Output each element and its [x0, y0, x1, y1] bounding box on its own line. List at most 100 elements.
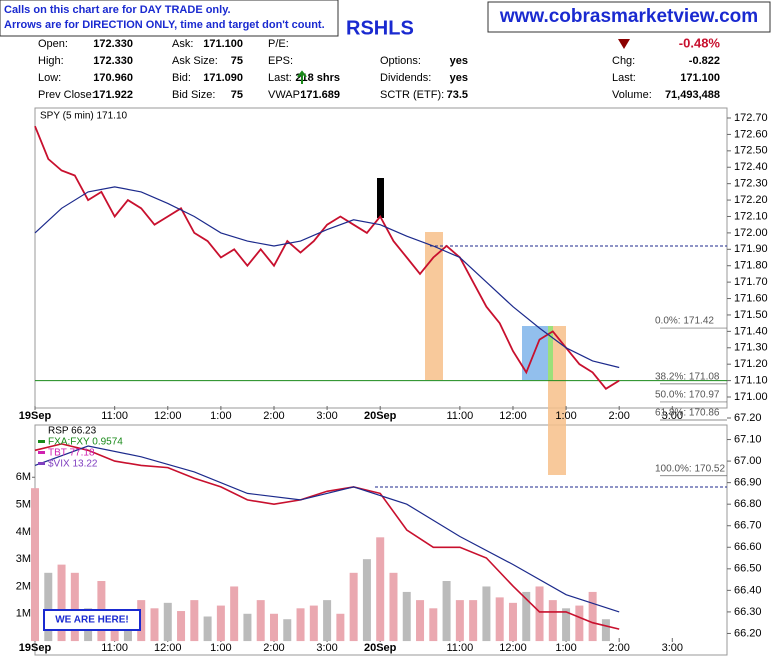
volume-bar	[323, 600, 332, 642]
x-tick-label: 12:00	[499, 642, 527, 654]
y2-tick-label: 67.00	[734, 455, 762, 467]
y2-tick-label: 66.60	[734, 541, 762, 553]
annotation: WE ARE HERE!	[55, 615, 129, 626]
x-tick-label: 1:00	[210, 642, 231, 654]
x-tick-label: 12:00	[499, 410, 527, 422]
fib-label: 0.0%: 171.42	[655, 316, 714, 327]
legend-entry: SPY (5 min) 171.10	[40, 111, 128, 122]
legend-swatch	[38, 451, 45, 454]
y-tick-label: 5M	[16, 498, 31, 510]
y-tick-label: 171.10	[734, 374, 768, 386]
volume-bar	[548, 600, 557, 642]
volume-bar	[44, 572, 53, 642]
volume-bar	[296, 608, 305, 642]
quote-value: yes	[450, 55, 468, 67]
quote-value: 170.960	[93, 72, 133, 84]
volume-bar	[137, 600, 146, 642]
x-tick-label: 11:00	[447, 642, 474, 654]
y-tick-label: 172.50	[734, 145, 768, 157]
y-tick-label: 172.10	[734, 210, 768, 222]
volume-bar	[442, 581, 451, 642]
x-tick-label: 2:00	[263, 410, 284, 422]
quote-label: SCTR (ETF):	[380, 89, 444, 101]
quote-value: 172.330	[93, 38, 133, 50]
annotation-box	[43, 609, 141, 631]
quote-label: Last:	[268, 72, 292, 84]
y-tick-label: 172.60	[734, 128, 768, 140]
rsp-line	[34, 443, 620, 630]
quote-value: 171.090	[203, 72, 243, 84]
x-tick-label: 3:00	[662, 410, 683, 422]
volume-bar	[389, 572, 398, 642]
quote-value: 172.330	[93, 55, 133, 67]
x-tick-label: 1:00	[555, 410, 576, 422]
y-tick-label: 172.30	[734, 178, 768, 190]
title: RSHLS	[346, 17, 414, 39]
price-line	[34, 186, 620, 369]
y2-tick-label: 66.70	[734, 520, 762, 532]
volume-bar	[416, 600, 425, 642]
y2-tick-label: 66.50	[734, 563, 762, 575]
volume-bar	[269, 613, 278, 642]
quote-label: Bid:	[172, 72, 191, 84]
volume-bar	[402, 591, 411, 642]
volume-bar	[31, 488, 39, 642]
x-tick-label: 19Sep	[19, 410, 52, 422]
y2-tick-label: 67.10	[734, 433, 762, 445]
volume-bar	[216, 605, 225, 642]
quote-value: yes	[450, 72, 468, 84]
y-tick-label: 171.20	[734, 358, 768, 370]
open-candle	[377, 178, 384, 218]
x-tick-label: 1:00	[555, 642, 576, 654]
y2-tick-label: 66.40	[734, 584, 762, 596]
volume-bar	[575, 605, 584, 642]
quote-label: Last:	[612, 72, 636, 84]
y-tick-label: 171.00	[734, 391, 768, 403]
volume-bar	[495, 597, 504, 642]
x-tick-label: 12:00	[154, 410, 182, 422]
volume-bar	[601, 619, 610, 642]
quote-label: Low:	[38, 72, 61, 84]
y2-tick-label: 66.30	[734, 606, 762, 618]
quote-value: 75	[231, 55, 243, 67]
notice-box	[0, 0, 339, 37]
x-tick-label: 2:00	[608, 642, 629, 654]
notice: Arrows are for DIRECTION ONLY, time and …	[4, 19, 325, 31]
quote-value: 171.922	[93, 89, 133, 101]
volume-bar	[469, 600, 478, 642]
quote-value: 171.100	[680, 72, 720, 84]
quote-label: Bid Size:	[172, 89, 215, 101]
quote-value: 218 shrs	[295, 72, 340, 84]
y2-tick-label: 66.80	[734, 498, 762, 510]
y2-tick-label: 66.90	[734, 477, 762, 489]
volume-bar	[309, 605, 318, 642]
quote-value: -0.822	[689, 55, 720, 67]
y-tick-label: 172.70	[734, 112, 768, 124]
y-tick-label: 171.30	[734, 342, 768, 354]
fib-label: 100.0%: 170.52	[655, 463, 725, 474]
notice: Calls on this chart are for DAY TRADE on…	[4, 4, 231, 16]
legend-entry: RSP 66.23	[48, 426, 97, 437]
y-tick-label: 2M	[16, 580, 31, 592]
down-arrow	[618, 39, 630, 49]
quote-label: Prev Close:	[38, 89, 95, 101]
y2-tick-label: 66.20	[734, 627, 762, 639]
volume-bar	[177, 611, 186, 642]
y2-tick-label: 67.20	[734, 412, 762, 424]
legend-entry: $VIX 13.22	[48, 459, 98, 470]
legend-swatch	[38, 440, 45, 443]
quote-label: Ask:	[172, 38, 193, 50]
volume-bar	[455, 600, 464, 642]
x-tick-label: 11:00	[101, 642, 128, 654]
x-tick-label: 11:00	[101, 410, 128, 422]
volume-bar	[508, 602, 517, 642]
quote-label: High:	[38, 55, 64, 67]
quote-value: -0.48%	[679, 35, 721, 50]
volume-bar	[562, 608, 571, 642]
x-tick-label: 2:00	[608, 410, 629, 422]
highlight-box	[548, 326, 553, 380]
quote-label: Open:	[38, 38, 68, 50]
quote-value: 171.689	[300, 89, 340, 101]
